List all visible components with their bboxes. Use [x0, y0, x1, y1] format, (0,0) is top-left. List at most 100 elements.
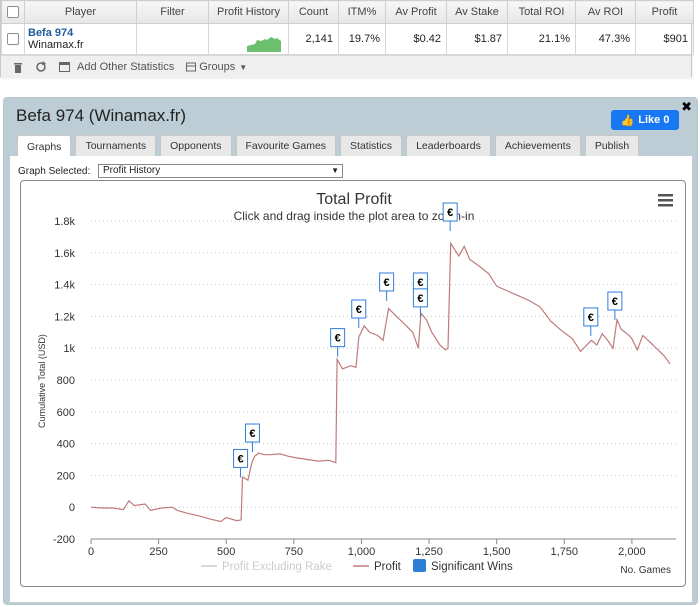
- add-stats-label: Add Other Statistics: [77, 61, 175, 73]
- trash-icon[interactable]: [13, 62, 23, 73]
- profit-chart[interactable]: Total Profit Click and drag inside the p…: [21, 181, 687, 588]
- euro-flag-label: €: [417, 277, 423, 289]
- player-stats-table: Player Filter Profit History Count ITM% …: [1, 0, 694, 55]
- tab-graphs[interactable]: Graphs: [17, 135, 72, 157]
- x-tick-label: 1,750: [551, 546, 579, 558]
- tab-favourite-games[interactable]: Favourite Games: [235, 135, 337, 156]
- col-header-profit-history[interactable]: Profit History: [208, 0, 289, 24]
- graph-select-dropdown[interactable]: Profit History ▼: [98, 164, 343, 178]
- legend-label-profit: Profit: [374, 561, 402, 573]
- significant-win-flag[interactable]: €: [233, 448, 249, 478]
- legend-label-profit-excluding-rake: Profit Excluding Rake: [222, 561, 332, 573]
- col-header-player[interactable]: Player: [24, 0, 137, 24]
- profit-history-cell: [208, 23, 289, 55]
- y-tick-label: 1.6k: [54, 248, 75, 260]
- player-stats-panel: Player Filter Profit History Count ITM% …: [0, 0, 694, 78]
- chevron-down-icon: ▼: [239, 62, 248, 72]
- chart-container[interactable]: Total Profit Click and drag inside the p…: [20, 180, 686, 587]
- refresh-icon[interactable]: [35, 61, 47, 73]
- euro-flag-label: €: [612, 296, 618, 308]
- legend-item-profit-excluding-rake[interactable]: Profit Excluding Rake: [201, 561, 332, 573]
- panel-title: Befa 974 (Winamax.fr): [16, 106, 187, 125]
- select-all-checkbox[interactable]: [7, 6, 19, 19]
- legend-item-significant-wins[interactable]: Significant Wins: [413, 559, 513, 573]
- significant-win-flag[interactable]: €: [351, 299, 367, 328]
- significant-win-flag[interactable]: €: [244, 423, 260, 453]
- row-checkbox[interactable]: [7, 33, 19, 46]
- x-tick-label: 250: [149, 546, 167, 558]
- col-header-total-roi[interactable]: Total ROI: [507, 0, 576, 24]
- panel-tabs: Graphs Tournaments Opponents Favourite G…: [17, 135, 643, 157]
- add-stats-icon: [59, 62, 70, 72]
- series-line-profit[interactable]: [90, 241, 671, 523]
- player-cell[interactable]: Befa 974 Winamax.fr: [24, 23, 137, 55]
- x-tick-label: 2,000: [618, 546, 646, 558]
- chart-title: Total Profit: [316, 191, 392, 208]
- y-tick-label: 600: [57, 407, 75, 419]
- x-tick-label: 1,250: [415, 546, 443, 558]
- tab-publish[interactable]: Publish: [584, 135, 640, 156]
- euro-flag-label: €: [356, 304, 362, 316]
- facebook-like-button[interactable]: 👍 Like 0: [611, 110, 679, 130]
- filter-cell: [136, 23, 209, 55]
- col-header-av-profit[interactable]: Av Profit: [385, 0, 447, 24]
- menu-icon[interactable]: [658, 194, 673, 207]
- col-header-filter[interactable]: Filter: [136, 0, 209, 24]
- table-header-row: Player Filter Profit History Count ITM% …: [1, 0, 694, 24]
- y-tick-label: 1.8k: [54, 216, 75, 228]
- significant-win-flag[interactable]: €: [330, 328, 346, 357]
- y-tick-label: 1k: [63, 343, 75, 355]
- y-tick-label: 200: [57, 470, 75, 482]
- x-tick-label: 500: [217, 546, 235, 558]
- x-tick-label: 1,500: [483, 546, 511, 558]
- col-header-itm[interactable]: ITM%: [338, 0, 386, 24]
- chevron-down-icon: ▼: [331, 166, 339, 175]
- groups-dropdown[interactable]: Groups ▼: [186, 61, 247, 73]
- significant-win-flag[interactable]: €: [379, 272, 395, 301]
- significant-win-flag[interactable]: €: [442, 202, 458, 231]
- player-name-link[interactable]: Befa 974: [28, 27, 74, 39]
- significant-win-flag[interactable]: €: [607, 291, 623, 321]
- significant-win-flag[interactable]: €: [412, 288, 428, 317]
- total-roi-cell: 21.1%: [507, 23, 576, 55]
- tab-achievements[interactable]: Achievements: [494, 135, 581, 156]
- row-select-cell[interactable]: [1, 23, 25, 55]
- sparkline-area: [247, 37, 281, 52]
- graphs-tab-content: Graph Selected: Profit History ▼ Total P…: [10, 156, 692, 602]
- y-tick-label: 1.2k: [54, 311, 75, 323]
- tab-leaderboards[interactable]: Leaderboards: [406, 135, 491, 156]
- col-header-profit[interactable]: Profit: [635, 0, 694, 24]
- tab-statistics[interactable]: Statistics: [340, 135, 403, 156]
- tab-opponents[interactable]: Opponents: [160, 135, 232, 156]
- groups-icon: [186, 62, 197, 72]
- av-stake-cell: $1.87: [446, 23, 508, 55]
- player-detail-panel: Befa 974 (Winamax.fr) ✖ 👍 Like 0 Graphs …: [3, 97, 698, 605]
- add-stats-button[interactable]: Add Other Statistics: [59, 61, 174, 73]
- x-tick-label: 0: [88, 546, 94, 558]
- chart-legend: Profit Excluding Rake Profit Significant…: [201, 559, 513, 573]
- y-tick-label: -200: [53, 534, 75, 546]
- legend-item-profit[interactable]: Profit: [353, 561, 402, 573]
- like-label: Like 0: [638, 114, 670, 126]
- av-profit-cell: $0.42: [385, 23, 447, 55]
- x-tick-label: 750: [285, 546, 303, 558]
- av-roi-cell: 47.3%: [575, 23, 636, 55]
- col-header-count[interactable]: Count: [288, 0, 339, 24]
- close-icon[interactable]: ✖: [681, 99, 692, 114]
- euro-flag-label: €: [417, 293, 423, 305]
- itm-cell: 19.7%: [338, 23, 386, 55]
- y-axis-label: Cumulative Total (USD): [37, 334, 47, 428]
- profit-cell: $901: [635, 23, 694, 55]
- select-all-cell[interactable]: [1, 0, 25, 24]
- thumbs-up-icon: 👍: [620, 114, 635, 127]
- graph-select-value: Profit History: [103, 165, 161, 176]
- significant-win-flag[interactable]: €: [583, 307, 599, 336]
- y-tick-label: 800: [57, 375, 75, 387]
- table-row[interactable]: Befa 974 Winamax.fr 2,141 19.7% $0.42 $1…: [1, 23, 694, 55]
- col-header-av-stake[interactable]: Av Stake: [446, 0, 508, 24]
- chart-subtitle: Click and drag inside the plot area to z…: [234, 209, 475, 223]
- tab-tournaments[interactable]: Tournaments: [75, 135, 157, 156]
- legend-label-significant-wins: Significant Wins: [431, 561, 513, 573]
- col-header-av-roi[interactable]: Av ROI: [575, 0, 636, 24]
- euro-flag-label: €: [447, 207, 453, 219]
